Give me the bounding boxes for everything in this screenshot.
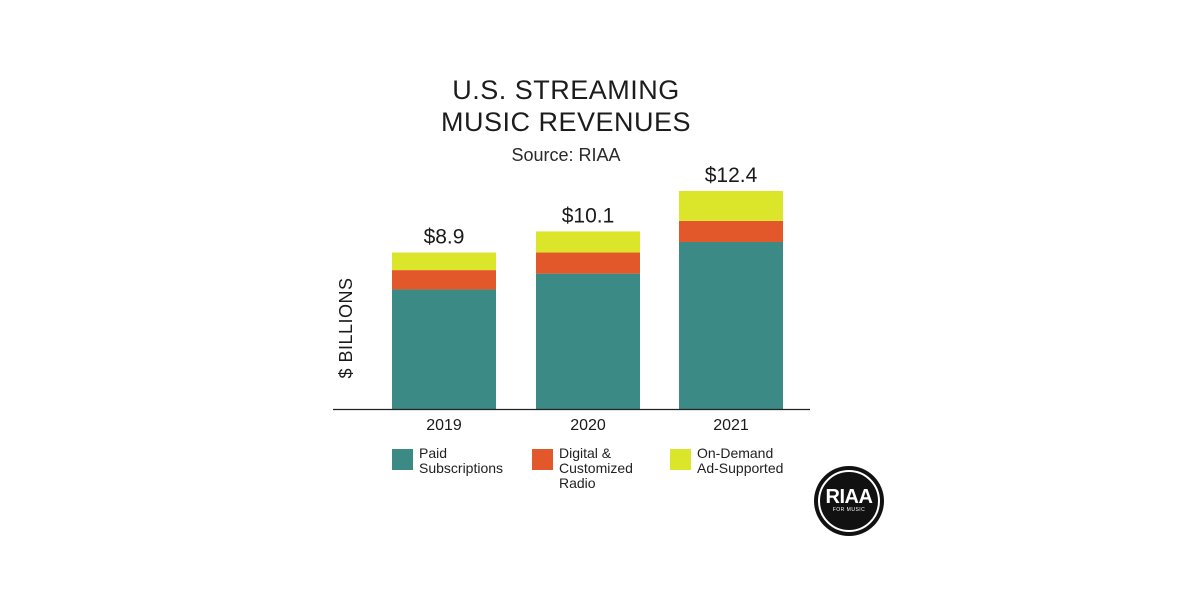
- bar-2021-series-0: [679, 241, 783, 409]
- legend-item-digital-customized-radio: Digital & Customized Radio: [532, 446, 633, 491]
- bar-2021-series-1: [679, 220, 783, 242]
- bar-2019-series-2: [392, 252, 496, 271]
- legend-label-on-demand-ad-supported: On-Demand Ad-Supported: [697, 445, 784, 476]
- y-axis-label: $ BILLIONS: [336, 277, 356, 378]
- bar-2020-series-2: [536, 231, 640, 253]
- total-label-2020: $10.1: [562, 204, 615, 227]
- legend-swatch-on-demand-ad-supported: [670, 449, 691, 470]
- logo-ring: [818, 470, 880, 532]
- bar-2019-series-1: [392, 270, 496, 290]
- legend-swatch-paid-subscriptions: [392, 449, 413, 470]
- total-label-2019: $8.9: [424, 226, 465, 249]
- chart-title-line-2: MUSIC REVENUES: [440, 107, 692, 137]
- x-tick-label-2021: 2021: [713, 417, 749, 434]
- legend-swatch-digital-customized-radio: [532, 449, 553, 470]
- x-tick-label-2019: 2019: [426, 417, 462, 434]
- chart-title-line-1: U.S. STREAMING: [452, 75, 680, 105]
- legend-label-digital-customized-radio: Digital & Customized Radio: [559, 445, 633, 491]
- legend-item-paid-subscriptions: Paid Subscriptions: [392, 446, 503, 476]
- legend-label-paid-subscriptions: Paid Subscriptions: [419, 445, 504, 476]
- riaa-logo: RIAA FOR MUSIC: [814, 466, 884, 536]
- total-label-2021: $12.4: [705, 164, 758, 187]
- bar-2020-series-0: [536, 273, 640, 409]
- bar-2019-series-0: [392, 289, 496, 409]
- legend-item-on-demand-ad-supported: On-Demand Ad-Supported: [670, 446, 783, 476]
- chart-subtitle: Source: RIAA: [511, 145, 621, 165]
- bar-2020-series-1: [536, 252, 640, 274]
- bar-2021-series-2: [679, 191, 783, 221]
- x-tick-label-2020: 2020: [570, 417, 606, 434]
